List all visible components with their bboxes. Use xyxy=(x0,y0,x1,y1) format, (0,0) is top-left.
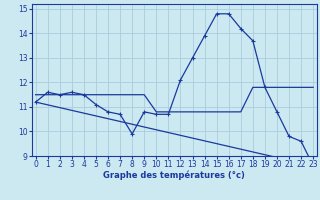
X-axis label: Graphe des températures (°c): Graphe des températures (°c) xyxy=(103,171,245,180)
